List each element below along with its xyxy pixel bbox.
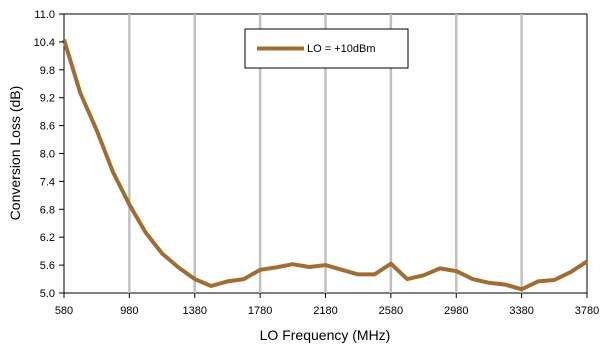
y-tick-label: 7.4 [40, 176, 55, 188]
y-tick-label: 6.8 [40, 204, 55, 216]
x-tick-label: 580 [55, 305, 73, 317]
y-axis-title: Conversion Loss (dB) [7, 86, 23, 221]
y-tick-label: 5.6 [40, 260, 55, 272]
x-tick-label: 980 [120, 305, 138, 317]
x-tick-label: 1780 [248, 305, 272, 317]
y-tick-label: 8.0 [40, 149, 55, 161]
y-axis-ticks: 5.0 5.6 6.2 6.8 7.4 8.0 8.6 9.2 9.8 10.4 11.0 [34, 9, 64, 300]
x-axis-ticks: 580 980 1380 1780 2180 2580 2980 3380 3780 [55, 293, 599, 317]
x-tick-label: 1380 [183, 305, 207, 317]
x-tick-label: 2980 [444, 305, 468, 317]
y-tick-label: 6.2 [40, 232, 55, 244]
x-tick-label: 3380 [509, 305, 533, 317]
legend-label: LO = +10dBm [307, 43, 376, 55]
y-tick-label: 8.6 [40, 121, 55, 133]
x-tick-label: 2580 [379, 305, 403, 317]
series-group [62, 39, 589, 292]
series-line [62, 39, 589, 292]
y-tick-label: 9.8 [40, 65, 55, 77]
y-tick-label: 9.2 [40, 93, 55, 105]
y-tick-label: 11.0 [34, 9, 55, 21]
x-tick-label: 2180 [313, 305, 337, 317]
x-axis-title: LO Frequency (MHz) [260, 327, 391, 343]
x-tick-label: 3780 [575, 305, 599, 317]
legend: LO = +10dBm [244, 28, 409, 69]
y-tick-label: 5.0 [40, 288, 55, 300]
y-tick-label: 10.4 [34, 37, 55, 49]
